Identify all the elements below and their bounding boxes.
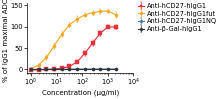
Legend: Anti-hCD27-hIgG1, Anti-hCD27-hIgG1fut, Anti-hCD27-hIgG1NQ, Anti-β-Gal-hIgG1: Anti-hCD27-hIgG1, Anti-hCD27-hIgG1fut, A…: [138, 3, 216, 32]
X-axis label: Concentration (μg/ml): Concentration (μg/ml): [42, 90, 119, 96]
Y-axis label: % of IgG1 maximal ADCC: % of IgG1 maximal ADCC: [3, 0, 9, 82]
